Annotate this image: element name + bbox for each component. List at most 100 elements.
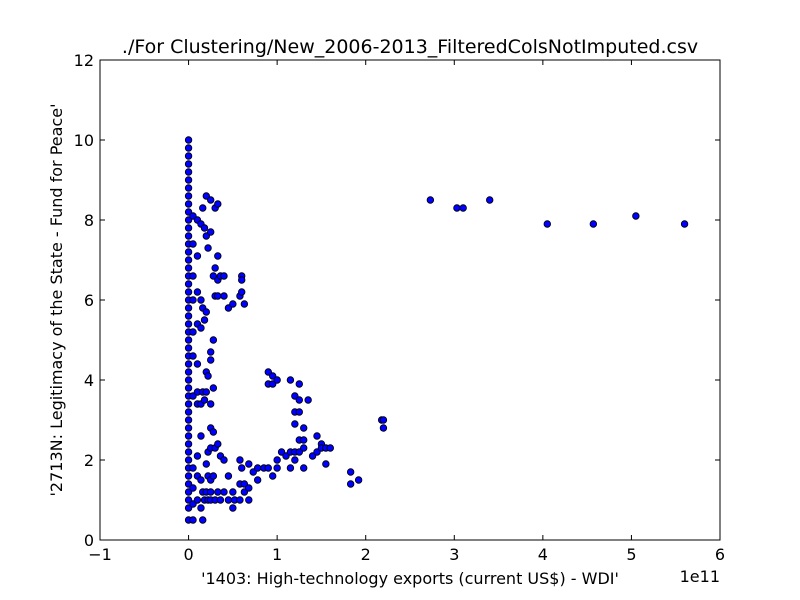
data-point: [184, 256, 193, 264]
data-point: [193, 452, 202, 460]
data-point: [184, 368, 193, 376]
data-point: [214, 252, 222, 260]
data-point: [189, 516, 197, 524]
data-point: [453, 204, 461, 212]
y-tick-label: 12: [74, 51, 94, 70]
y-tick-label: 0: [84, 531, 94, 550]
data-point: [238, 276, 246, 284]
data-point: [346, 468, 355, 476]
data-point: [286, 464, 295, 472]
y-axis: 0 2 4 6 8 10 12: [74, 51, 720, 550]
data-point: [273, 376, 281, 384]
data-point: [184, 224, 193, 232]
data-point: [224, 472, 233, 480]
data-point: [200, 316, 209, 324]
y-tick-label: 10: [74, 131, 94, 150]
x-axis-offset-label: 1e11: [680, 567, 720, 586]
data-point: [184, 344, 193, 352]
data-point: [264, 464, 272, 472]
data-point: [184, 384, 193, 392]
data-point: [253, 476, 262, 484]
x-tick-label: 2: [361, 545, 371, 564]
data-point: [273, 464, 281, 472]
data-point: [184, 304, 193, 312]
data-point: [300, 464, 308, 472]
x-axis: −1 0 1 2 3 4 5 6: [88, 60, 725, 564]
x-axis-label: '1403: High-technology exports (current …: [201, 569, 619, 588]
y-axis-label: '2713N: Legitimacy of the State - Fund f…: [47, 104, 66, 497]
points-layer: [184, 136, 689, 524]
data-point: [238, 288, 246, 296]
data-point: [200, 396, 209, 404]
data-point: [184, 144, 193, 152]
data-point: [199, 516, 207, 524]
data-point: [189, 328, 197, 336]
data-point: [200, 224, 209, 232]
y-tick-label: 6: [84, 291, 94, 310]
data-point: [197, 504, 205, 512]
data-point: [209, 428, 218, 436]
data-point: [189, 272, 197, 280]
x-tick-label: 1: [272, 545, 282, 564]
data-point: [184, 160, 193, 168]
x-tick-label: 0: [183, 545, 193, 564]
data-point: [207, 196, 215, 204]
data-point: [216, 496, 225, 504]
data-point: [184, 152, 193, 160]
data-point: [379, 416, 388, 424]
data-point: [184, 456, 193, 464]
data-point: [214, 200, 222, 208]
data-point: [204, 244, 212, 252]
data-point: [229, 488, 237, 496]
data-point: [214, 292, 222, 300]
data-point: [269, 472, 277, 480]
data-point: [189, 352, 197, 360]
data-point: [207, 400, 215, 408]
data-point: [313, 432, 321, 440]
data-point: [220, 456, 228, 464]
data-point: [220, 292, 228, 300]
data-point: [184, 376, 193, 384]
data-point: [189, 484, 197, 492]
data-point: [304, 396, 312, 404]
data-point: [184, 400, 193, 408]
data-point: [286, 376, 295, 384]
data-point: [184, 312, 193, 320]
x-tick-label: −1: [88, 545, 112, 564]
x-tick-label: 5: [626, 545, 636, 564]
x-tick-label: 6: [715, 545, 725, 564]
data-point: [240, 300, 249, 308]
data-point: [199, 204, 207, 212]
data-point: [193, 288, 202, 296]
chart-title: ./For Clustering/New_2006-2013_FilteredC…: [122, 36, 698, 58]
data-point: [238, 464, 246, 472]
y-tick-label: 4: [84, 371, 94, 390]
data-point: [295, 396, 303, 404]
data-point: [214, 440, 222, 448]
data-point: [245, 460, 253, 468]
data-point: [193, 252, 202, 260]
data-point: [197, 476, 205, 484]
data-point: [184, 232, 193, 240]
data-point: [184, 472, 193, 480]
x-tick-label: 3: [449, 545, 459, 564]
data-point: [202, 460, 210, 468]
data-point: [486, 196, 494, 204]
data-point: [184, 168, 193, 176]
y-tick-label: 8: [84, 211, 94, 230]
data-point: [184, 440, 193, 448]
data-point: [229, 300, 237, 308]
data-point: [346, 480, 355, 488]
x-tick-label: 4: [538, 545, 548, 564]
data-point: [184, 408, 193, 416]
data-point: [189, 464, 197, 472]
y-tick-label: 2: [84, 451, 94, 470]
data-point: [207, 488, 215, 496]
data-point: [184, 424, 193, 432]
data-point: [632, 212, 640, 220]
data-point: [197, 432, 205, 440]
data-point: [245, 496, 253, 504]
data-point: [204, 372, 212, 380]
data-point: [300, 444, 308, 452]
